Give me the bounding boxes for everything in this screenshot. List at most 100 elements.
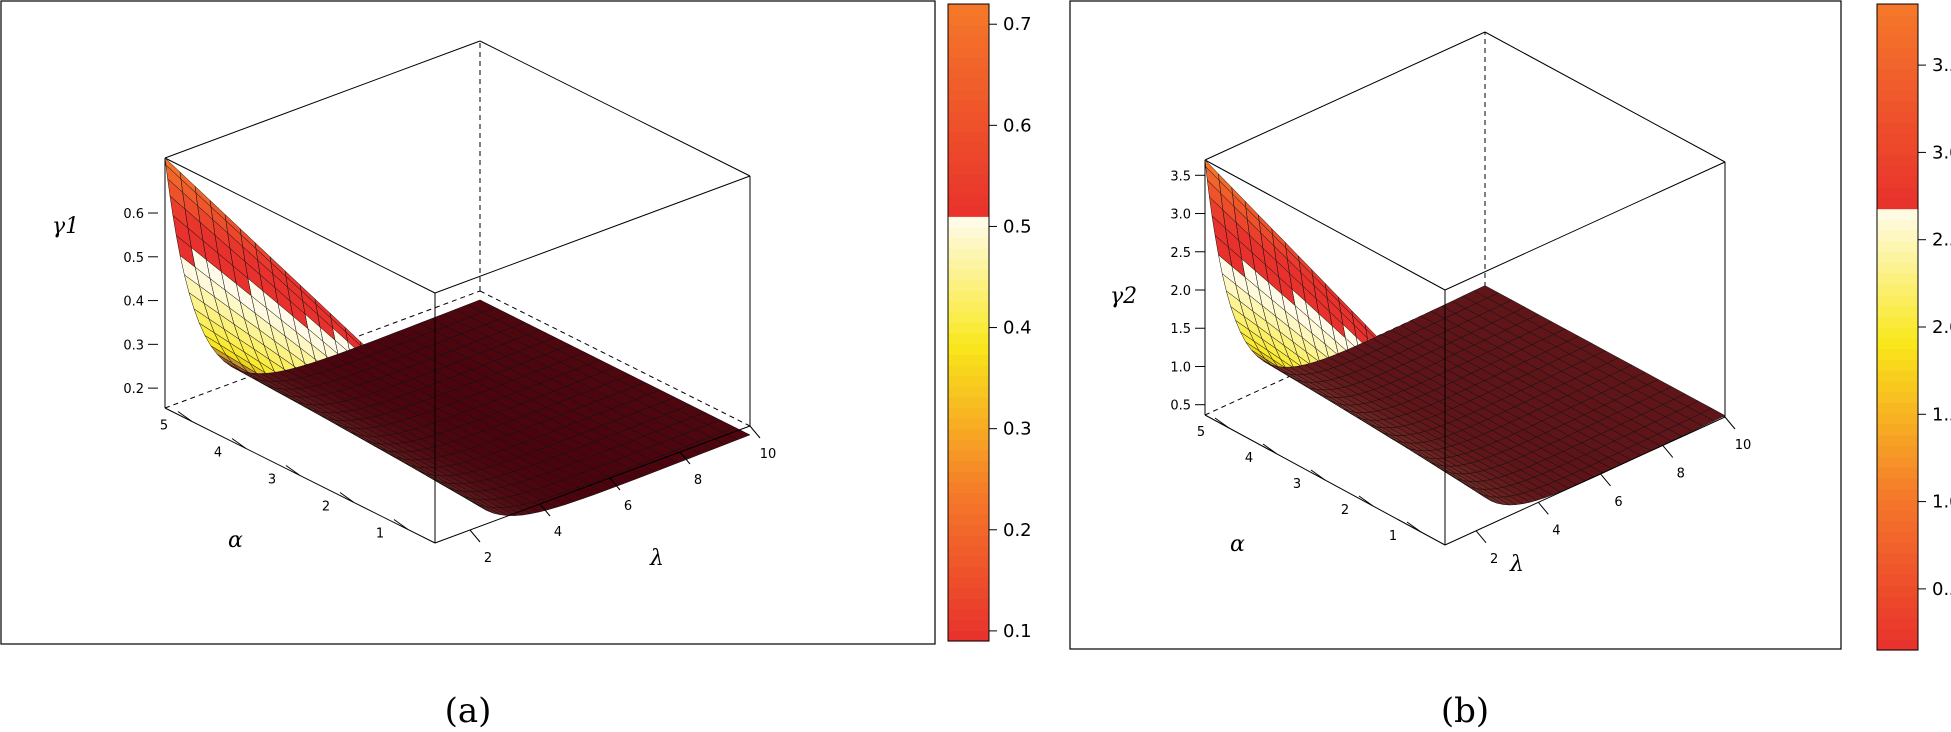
b-xtick-mark-1 — [1406, 521, 1422, 533]
a-colorbar-band — [948, 630, 989, 642]
b-colorbar-band — [1877, 154, 1918, 167]
a-colorbar-band — [948, 78, 989, 90]
a-ztick-label-0.3: 0.3 — [123, 338, 144, 353]
b-ytick-mark-6 — [1600, 473, 1611, 487]
panel-b-zlabel: γ2 — [1110, 284, 1137, 309]
a-colorbar-band — [948, 35, 989, 48]
a-colorbar-band — [948, 460, 989, 472]
a-ytick-mark-2 — [469, 529, 481, 543]
a-colorbar-label-0.2: 0.2 — [1003, 520, 1032, 541]
b-colorbar-band — [1877, 596, 1918, 608]
panel-b-frame — [1069, 0, 1842, 650]
b-colorbar-band — [1877, 563, 1918, 576]
a-ytick-mark-10 — [749, 425, 761, 439]
a-ytick-label-10: 10 — [760, 447, 777, 462]
panel-b-xlabel: α — [1230, 532, 1245, 557]
a-colorbar-label-0.3: 0.3 — [1003, 419, 1032, 440]
b-colorbar-band — [1877, 553, 1918, 565]
b-xtick-label-5: 5 — [1197, 425, 1205, 440]
b-colorbar-band — [1877, 456, 1918, 468]
panel-a: 1 2 3 4 5 2 4 6 8 10 0.2 0.3 0.4 0.5 0.6 γ1 α λ 0.1 0.2… — [0, 0, 1032, 731]
b-colorbar-band — [1877, 585, 1918, 597]
b-colorbar-label-1.5: 1.5 — [1932, 404, 1951, 425]
a-colorbar-band — [948, 545, 989, 557]
a-colorbar-label-0.4: 0.4 — [1003, 318, 1032, 339]
b-colorbar-band — [1877, 380, 1918, 393]
b-ytick-label-2: 2 — [1490, 552, 1498, 567]
a-colorbar-band — [948, 14, 989, 26]
b-colorbar-label-0.5: 0.5 — [1932, 579, 1951, 600]
b-colorbar-band — [1877, 111, 1918, 124]
panel-a-colorbar: 0.1 0.2 0.3 0.4 0.5 0.6 0.7 — [947, 3, 1032, 642]
b-colorbar-band — [1877, 47, 1918, 59]
a-edge-hidden-2 — [164, 290, 481, 409]
panel-a-frame — [0, 0, 936, 645]
b-colorbar-band — [1877, 273, 1918, 285]
b-colorbar-band — [1877, 230, 1918, 242]
panel-b-colorbar: 0.5 1.0 1.5 2.0 2.5 3.0 3.5 — [1876, 3, 1951, 651]
a-xtick-mark-5 — [177, 411, 193, 422]
b-colorbar-band — [1877, 144, 1918, 156]
b-colorbar-band — [1877, 219, 1918, 231]
a-colorbar-band — [948, 577, 989, 589]
b-colorbar-band — [1877, 68, 1918, 80]
a-colorbar-band — [948, 280, 989, 292]
b-surface-facet — [1473, 285, 1499, 299]
b-ztick-label-2.5: 2.5 — [1170, 246, 1191, 261]
b-colorbar-band — [1877, 445, 1918, 457]
a-ztick-label-0.6: 0.6 — [123, 207, 144, 222]
a-ztick-label-0.2: 0.2 — [123, 382, 144, 397]
panel-b-caption: (b) — [1441, 691, 1489, 731]
b-colorbar-band — [1877, 617, 1918, 630]
a-colorbar-label-0.7: 0.7 — [1003, 14, 1032, 35]
a-ztick-label-0.5: 0.5 — [123, 251, 144, 266]
a-colorbar-band — [948, 396, 989, 408]
a-colorbar-band — [948, 248, 989, 260]
a-colorbar-band — [948, 449, 989, 462]
a-colorbar-band — [948, 471, 989, 483]
b-edge-top-4 — [1444, 161, 1726, 291]
b-colorbar-band — [1877, 165, 1918, 177]
a-colorbar-band — [948, 57, 989, 69]
a-colorbar-label-0.5: 0.5 — [1003, 216, 1032, 237]
b-colorbar-label-1.0: 1.0 — [1932, 492, 1951, 513]
b-colorbar-band — [1877, 434, 1918, 447]
panel-a-xlabel: α — [228, 528, 243, 553]
panel-a-ylabel: λ — [649, 546, 664, 571]
a-xtick-mark-1 — [393, 519, 409, 530]
b-colorbar-label-3.0: 3.0 — [1932, 142, 1951, 163]
b-ytick-mark-2 — [1475, 530, 1487, 544]
b-colorbar-band — [1877, 520, 1918, 533]
a-colorbar-band — [948, 439, 989, 451]
a-colorbar-band — [948, 269, 989, 281]
a-ytick-label-6: 6 — [624, 499, 632, 514]
b-colorbar-band — [1877, 316, 1918, 328]
b-colorbar-band — [1877, 542, 1918, 554]
a-colorbar-band — [948, 173, 989, 186]
a-colorbar-band — [948, 226, 989, 239]
a-colorbar-band — [948, 386, 989, 398]
b-colorbar-band — [1877, 467, 1918, 479]
a-colorbar-band — [948, 258, 989, 270]
b-colorbar-band — [1877, 4, 1918, 16]
panel-b-ticks: 1 2 3 4 5 2 4 6 8 10 0.5 1.0 1.5 2.0 2.5 3.0 3.5 — [1170, 169, 1751, 566]
b-colorbar-band — [1877, 57, 1918, 70]
a-colorbar-band — [948, 513, 989, 525]
b-xtick-label-2: 2 — [1341, 503, 1349, 518]
panel-a-box-back — [164, 40, 751, 427]
a-colorbar-band — [948, 4, 989, 16]
b-ztick-label-2.0: 2.0 — [1170, 284, 1191, 299]
a-colorbar-band — [948, 142, 989, 154]
a-colorbar-band — [948, 205, 989, 217]
panel-a-surface — [164, 157, 751, 516]
b-colorbar-band — [1877, 510, 1918, 522]
a-surface-facet — [466, 299, 496, 313]
a-colorbar-label-0.6: 0.6 — [1003, 115, 1032, 136]
a-colorbar-band — [948, 619, 989, 631]
a-xtick-label-3: 3 — [268, 473, 276, 488]
b-xtick-label-4: 4 — [1245, 451, 1253, 466]
a-colorbar-band — [948, 216, 989, 228]
a-edge-top-4 — [434, 175, 751, 294]
a-colorbar-frame — [947, 3, 990, 642]
